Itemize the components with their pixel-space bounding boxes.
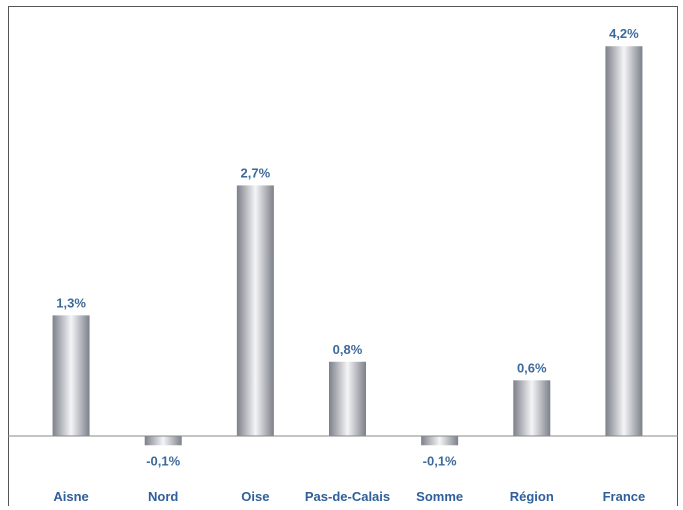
bar-r-gion: [513, 380, 551, 436]
value-label: -0,1%: [146, 453, 180, 468]
category-label: Région: [510, 489, 554, 504]
value-label: 0,8%: [333, 342, 363, 357]
category-label: Pas-de-Calais: [305, 489, 390, 504]
bars-group: [52, 46, 643, 446]
value-label: 0,6%: [517, 360, 547, 375]
category-label: Oise: [241, 489, 269, 504]
category-label: Somme: [416, 489, 463, 504]
bar-aisne: [52, 315, 90, 436]
value-label: -0,1%: [423, 453, 457, 468]
value-label: 4,2%: [609, 26, 639, 41]
labels-group: 1,3% Aisne -0,1% Nord 2,7% Oise 0,8% Pas-de-Cal…: [53, 26, 645, 504]
bar-somme: [421, 436, 459, 446]
bar-oise: [236, 185, 274, 436]
value-label: 2,7%: [241, 165, 271, 180]
bar-nord: [144, 436, 182, 446]
category-label: Aisne: [53, 489, 88, 504]
chart-frame: [8, 6, 678, 506]
bar-pas-de-calais: [329, 361, 366, 436]
bar-france: [605, 46, 643, 437]
category-label: Nord: [148, 489, 178, 504]
value-label: 1,3%: [56, 295, 86, 310]
category-label: France: [603, 489, 646, 504]
